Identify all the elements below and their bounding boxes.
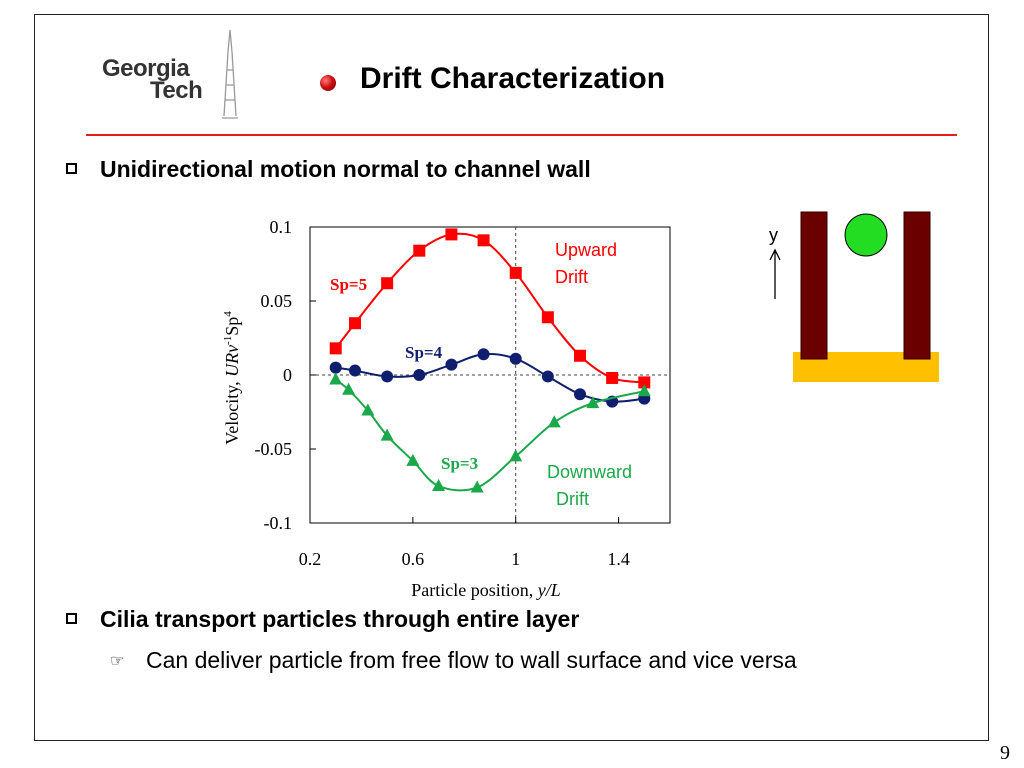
title-bullet-icon <box>320 75 336 91</box>
slide-frame <box>34 14 989 741</box>
marker-sp3 <box>342 382 356 395</box>
marker-sp3 <box>470 480 484 493</box>
marker-sp4 <box>349 364 361 377</box>
marker-sp3 <box>637 384 651 397</box>
y-tick-label: -0.1 <box>264 513 293 533</box>
bullet-heading-1: Unidirectional motion normal to channel … <box>100 156 591 182</box>
marker-sp4 <box>477 348 490 361</box>
page-number: 9 <box>1000 742 1010 764</box>
label-sp4: Sp=4 <box>405 343 443 362</box>
tower-icon <box>222 30 238 119</box>
marker-sp4 <box>413 369 426 381</box>
marker-sp5 <box>349 317 361 330</box>
slide-title: Drift Characterization <box>360 62 666 95</box>
bullet-heading-2: Cilia transport particles through entire… <box>100 606 580 632</box>
marker-sp3 <box>586 396 600 409</box>
y-direction-label: y <box>769 225 778 245</box>
downward-label-1: Downward <box>547 462 632 482</box>
pointing-hand-icon: ☞ <box>110 653 125 670</box>
upward-label-2: Drift <box>555 267 588 287</box>
title-divider <box>86 134 957 136</box>
cilia-diagram: y <box>769 211 939 382</box>
logo-line2: Tech <box>150 77 203 104</box>
x-axis-label: Particle position, y/L <box>411 580 561 600</box>
x-tick-label: 1 <box>511 549 520 569</box>
marker-sp5 <box>413 244 426 257</box>
marker-sp3 <box>547 415 561 428</box>
marker-sp3 <box>361 403 375 416</box>
left-wall <box>800 211 828 360</box>
marker-sp4 <box>541 370 554 383</box>
particle <box>844 213 888 257</box>
marker-sp3 <box>406 453 420 466</box>
marker-sp3 <box>329 372 343 385</box>
logo-line1: Georgia <box>102 55 190 82</box>
marker-sp5 <box>606 371 619 384</box>
marker-sp4 <box>329 361 342 374</box>
marker-sp3 <box>380 428 394 441</box>
x-tick-label: 0.6 <box>402 549 425 569</box>
y-tick-label: 0 <box>283 365 292 385</box>
upward-label-1: Upward <box>555 240 617 260</box>
marker-sp4 <box>445 358 458 371</box>
downward-label-2: Drift <box>556 489 589 509</box>
marker-sp5 <box>477 234 490 247</box>
y-tick-label: 0.05 <box>261 291 293 311</box>
marker-sp5 <box>329 342 342 355</box>
right-wall <box>903 211 931 360</box>
y-tick-label: 0.1 <box>270 217 293 237</box>
up-arrow-icon <box>769 248 781 299</box>
x-tick-label: 0.2 <box>299 549 322 569</box>
y-axis-label: Velocity, URv-1Sp4 <box>222 311 242 445</box>
marker-sp3 <box>509 449 523 462</box>
marker-sp5 <box>445 228 458 241</box>
label-sp5: Sp=5 <box>330 275 367 294</box>
marker-sp5 <box>381 277 394 290</box>
square-bullet-icon <box>66 613 77 624</box>
marker-sp5 <box>638 376 651 389</box>
marker-sp5 <box>574 349 586 362</box>
georgia-tech-logo: Georgia Tech <box>100 30 250 120</box>
x-tick-label: 1.4 <box>607 549 630 569</box>
marker-sp4 <box>574 388 586 401</box>
marker-sp5 <box>541 311 554 324</box>
sub-bullet: Can deliver particle from free flow to w… <box>146 647 797 673</box>
marker-sp5 <box>509 266 522 279</box>
marker-sp4 <box>381 370 394 383</box>
label-sp3: Sp=3 <box>441 454 478 473</box>
marker-sp4 <box>509 352 522 365</box>
square-bullet-icon <box>66 163 77 174</box>
y-tick-label: -0.05 <box>255 439 293 459</box>
marker-sp3 <box>432 479 446 491</box>
